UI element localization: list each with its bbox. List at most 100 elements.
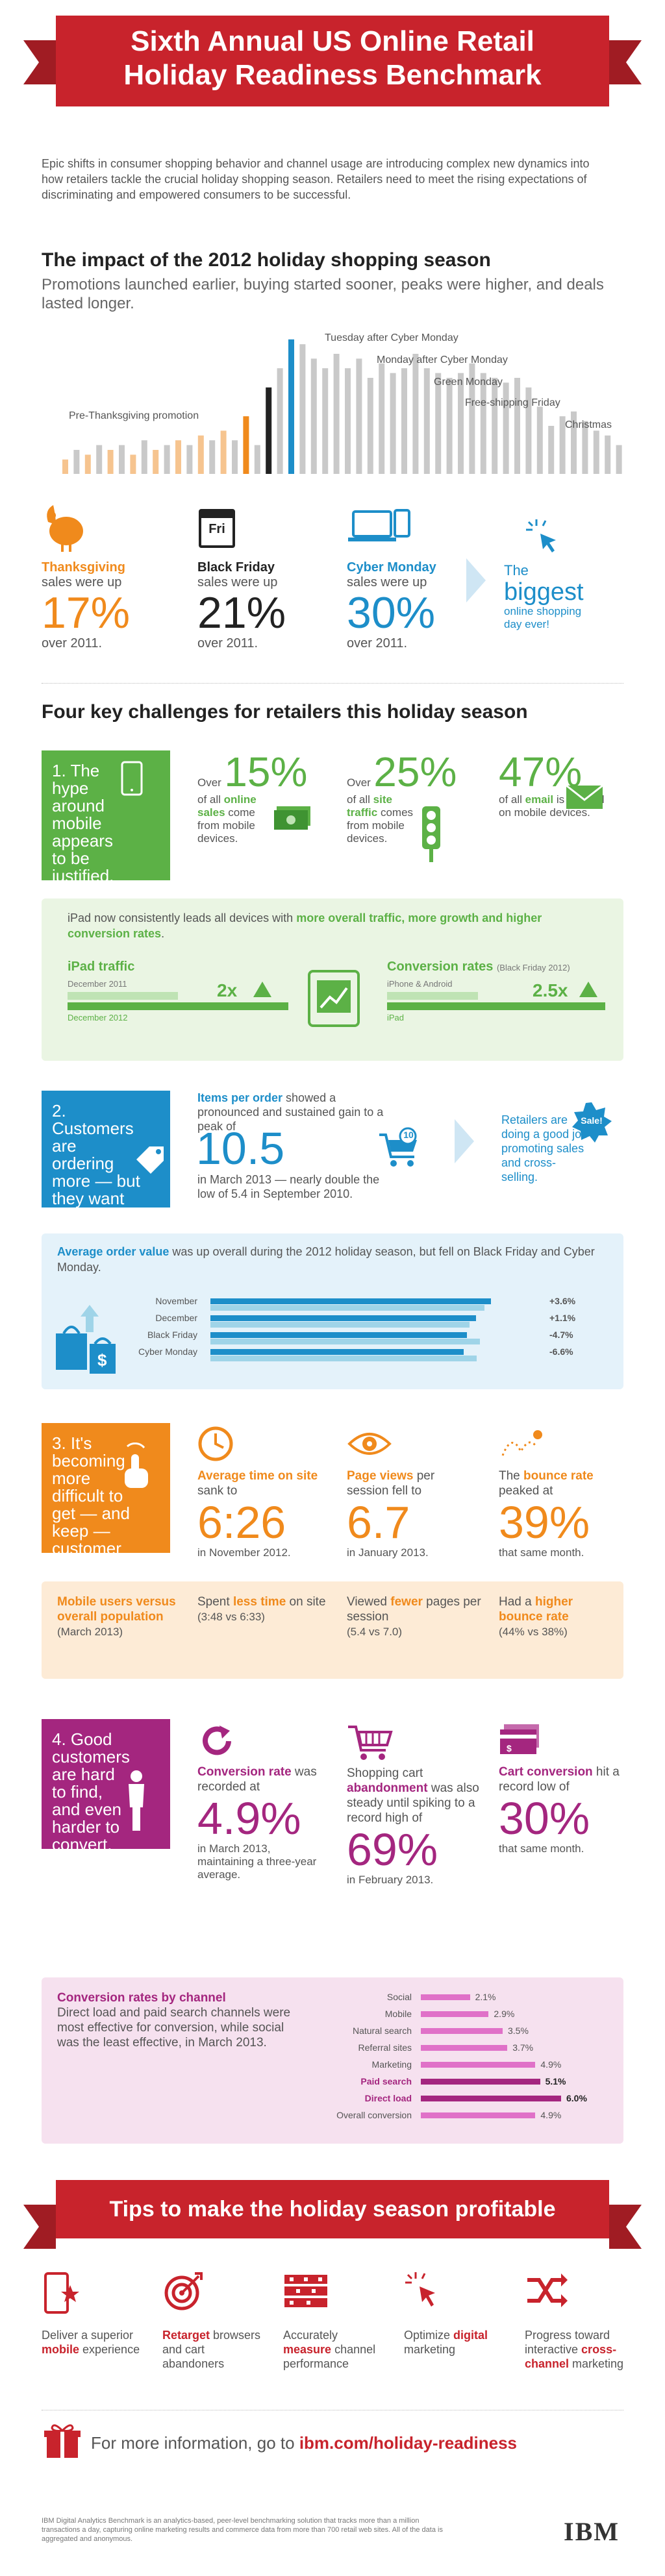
sales-bar [390, 373, 396, 474]
sales-bar [536, 406, 543, 474]
arrow-right-icon [455, 1119, 474, 1163]
more-info-link[interactable]: ibm.com/holiday-readiness [299, 2433, 518, 2453]
ipad-lead-end: . [161, 927, 165, 940]
ipad-dec11: December 2011 [68, 979, 127, 989]
sales-bar [571, 411, 577, 474]
biggest-the: The [504, 562, 529, 578]
channel-bar [421, 2062, 536, 2068]
stat-c: comes from mobile devices. [347, 806, 414, 845]
conv-sub: (Black Friday 2012) [496, 963, 570, 972]
aov-row-value: -4.7% [549, 1330, 573, 1340]
sales-bar [288, 339, 294, 474]
channel-bar [421, 2079, 540, 2085]
sales-bar [107, 450, 114, 474]
aov-row-label: Black Friday [147, 1330, 197, 1340]
stat-big: 30% [499, 1793, 590, 1844]
ipo-after: in March 2013 — nearly double the low of… [197, 1173, 380, 1200]
channel-text: Conversion rates by channel Direct load a… [57, 1990, 291, 2050]
measure-grid-icon [283, 2271, 329, 2310]
tip-text: Accurately measure channel performance [283, 2329, 376, 2370]
mb-d: (44% vs 38%) [499, 1626, 568, 1638]
stat-after: that same month. [499, 1842, 584, 1855]
sales-bar [62, 459, 68, 474]
channel-bar [421, 1994, 470, 2000]
stat-b: abandonment [347, 1781, 428, 1795]
svg-text:$: $ [507, 1743, 512, 1753]
up-arrow-icon [579, 982, 597, 997]
mobile-users-panel: Mobile users versus overall population (M… [42, 1581, 623, 1679]
mt-c: on site [286, 1595, 326, 1609]
biggest-rest1: online shopping [504, 605, 582, 617]
stat-after: in January 2013. [347, 1546, 429, 1559]
channel-bar [421, 2011, 489, 2017]
sales-bar [186, 445, 193, 474]
mobile-pages: Viewed fewer pages per session (5.4 vs 7.… [347, 1594, 483, 1639]
up-arrow-icon [253, 982, 271, 997]
stat-b: Cart conversion [499, 1765, 593, 1779]
channel-row-value: 2.9% [494, 2009, 515, 2019]
sales-bar [277, 368, 283, 474]
ibm-logo: IBM [564, 2517, 620, 2546]
aov-row-value: +1.1% [549, 1313, 576, 1323]
svg-text:$: $ [97, 1350, 107, 1370]
day-percent: 30% [347, 588, 436, 638]
aov-row-label: December [155, 1313, 197, 1323]
items-per-order: Items per order showed a pronounced and … [197, 1091, 392, 1133]
stat-big: 4.9% [197, 1793, 301, 1844]
day-name: Cyber Monday [347, 560, 436, 575]
challenge-3-box: 3. It's becoming more difficult to get —… [42, 1423, 170, 1575]
sales-bar [141, 440, 147, 474]
mobile-users-date: (March 2013) [57, 1626, 123, 1638]
aov-panel: Average order value was up overall durin… [42, 1233, 623, 1389]
stat-big: 39% [499, 1497, 590, 1548]
challenge-4-box: 4. Good customers are hard to find, and … [42, 1719, 170, 1853]
mt-d: (3:48 vs 6:33) [197, 1611, 265, 1623]
conv-title: Conversion rates (Black Friday 2012) [387, 960, 570, 974]
sales-bar [435, 373, 442, 474]
mp-b: fewer [390, 1595, 423, 1609]
stat-a: of all [499, 793, 525, 806]
stat-b: site traffic [347, 793, 392, 819]
stat-t2: was also steady until spiking to a recor… [347, 1781, 479, 1825]
sales-bar [401, 368, 407, 474]
challenge-1-box: 1. The hype around mobile appears to be … [42, 750, 170, 885]
sales-bar [153, 450, 159, 474]
sales-bar [605, 435, 611, 474]
ipad-dec12: December 2012 [68, 1013, 128, 1022]
aov-bar [210, 1298, 492, 1304]
aov-body: was up overall during the 2012 holiday s… [57, 1245, 595, 1274]
title-line1: Sixth Annual US Online Retail [131, 25, 534, 57]
channel-row-label: Direct load [364, 2093, 412, 2103]
conversion-rate-stat: Conversion rate was recorded at 4.9% in … [197, 1722, 334, 1881]
aov-bar [210, 1315, 476, 1321]
biggest-day: The biggest online shopping day ever! [504, 562, 621, 631]
aov-bold: Average order value [57, 1245, 169, 1258]
bounce-rate-stat: The bounce rate peaked at 39% that same … [499, 1426, 622, 1559]
stat-c: come from mobile devices. [197, 806, 255, 845]
sales-bar [559, 416, 566, 474]
shuffle-icon [525, 2271, 568, 2310]
bar-dec11 [68, 992, 178, 1000]
sales-bar [616, 445, 622, 474]
challenge-3-label: 3. It's becoming more difficult to get —… [52, 1433, 130, 1576]
stat-big: 15% [224, 749, 308, 795]
channel-row-value: 4.9% [540, 2110, 562, 2120]
shopping-cart-icon [348, 1726, 393, 1760]
more-info-text: For more information, go to [91, 2433, 299, 2453]
sales-bar [232, 440, 238, 474]
tip-text: Deliver a superior mobile experience [42, 2329, 140, 2356]
channel-row-label: Marketing [371, 2059, 412, 2070]
sales-bar [333, 354, 340, 474]
money-icon [274, 806, 310, 830]
channel-row-value: 4.9% [540, 2059, 562, 2070]
label-christmas: Christmas [565, 419, 612, 430]
aov-row-value: +3.6% [549, 1296, 576, 1306]
price-tag-icon [136, 1146, 164, 1174]
sales-bar [310, 358, 317, 474]
mobile-time: Spent less time on site (3:48 vs 6:33) [197, 1594, 327, 1624]
sales-bar [73, 450, 80, 474]
more-info: For more information, go to ibm.com/holi… [91, 2433, 517, 2453]
aov-bar [210, 1349, 464, 1355]
channel-bar [421, 2045, 508, 2051]
sales-bar [119, 445, 125, 474]
